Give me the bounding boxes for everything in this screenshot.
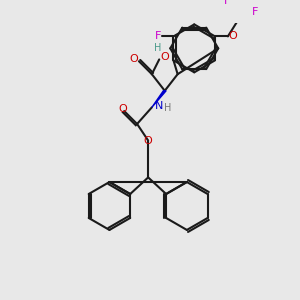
Text: H: H bbox=[164, 103, 171, 113]
Text: F: F bbox=[154, 32, 161, 41]
Text: O: O bbox=[129, 53, 138, 64]
Text: N: N bbox=[155, 100, 164, 110]
Text: O: O bbox=[144, 136, 152, 146]
Text: H: H bbox=[154, 44, 161, 53]
Text: O: O bbox=[228, 32, 237, 41]
Text: F: F bbox=[224, 0, 230, 6]
Text: F: F bbox=[251, 8, 258, 17]
Polygon shape bbox=[152, 91, 166, 107]
Text: O: O bbox=[118, 104, 127, 114]
Text: O: O bbox=[160, 52, 169, 62]
